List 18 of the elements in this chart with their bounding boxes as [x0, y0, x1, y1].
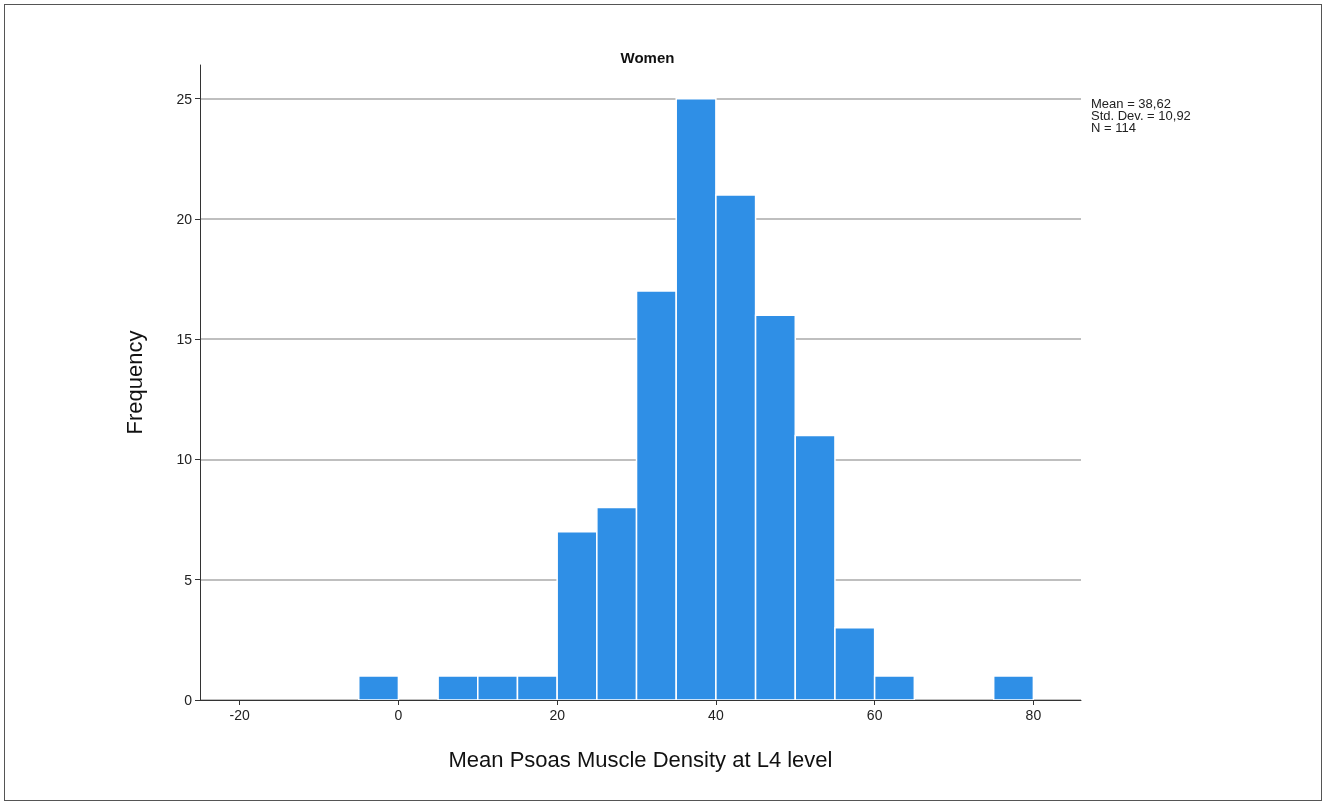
x-axis-title: Mean Psoas Muscle Density at L4 level	[448, 746, 833, 772]
y-tick-label: 20	[176, 210, 193, 227]
y-tick-label: 25	[176, 90, 193, 107]
y-tick-label: 5	[184, 571, 193, 588]
x-tick-label: 60	[866, 707, 883, 723]
text: N = 114	[1091, 120, 1136, 135]
y-tick-label: 15	[176, 331, 193, 348]
y-tick-label: 0	[184, 692, 193, 708]
y-axis-title: Frequency	[121, 330, 147, 435]
x-tick-label: 20	[549, 707, 566, 723]
text: Std. Dev. = 10,92	[1091, 108, 1191, 123]
text: Mean = 38,62	[1091, 96, 1171, 111]
chart-title: Women	[620, 49, 675, 66]
y-tick-label: 10	[176, 451, 193, 468]
x-tick-label: 40	[708, 707, 724, 723]
x-tick-label: 80	[1025, 707, 1042, 723]
x-tick-label: -20	[229, 707, 251, 723]
x-tick-label: 0	[394, 707, 403, 723]
